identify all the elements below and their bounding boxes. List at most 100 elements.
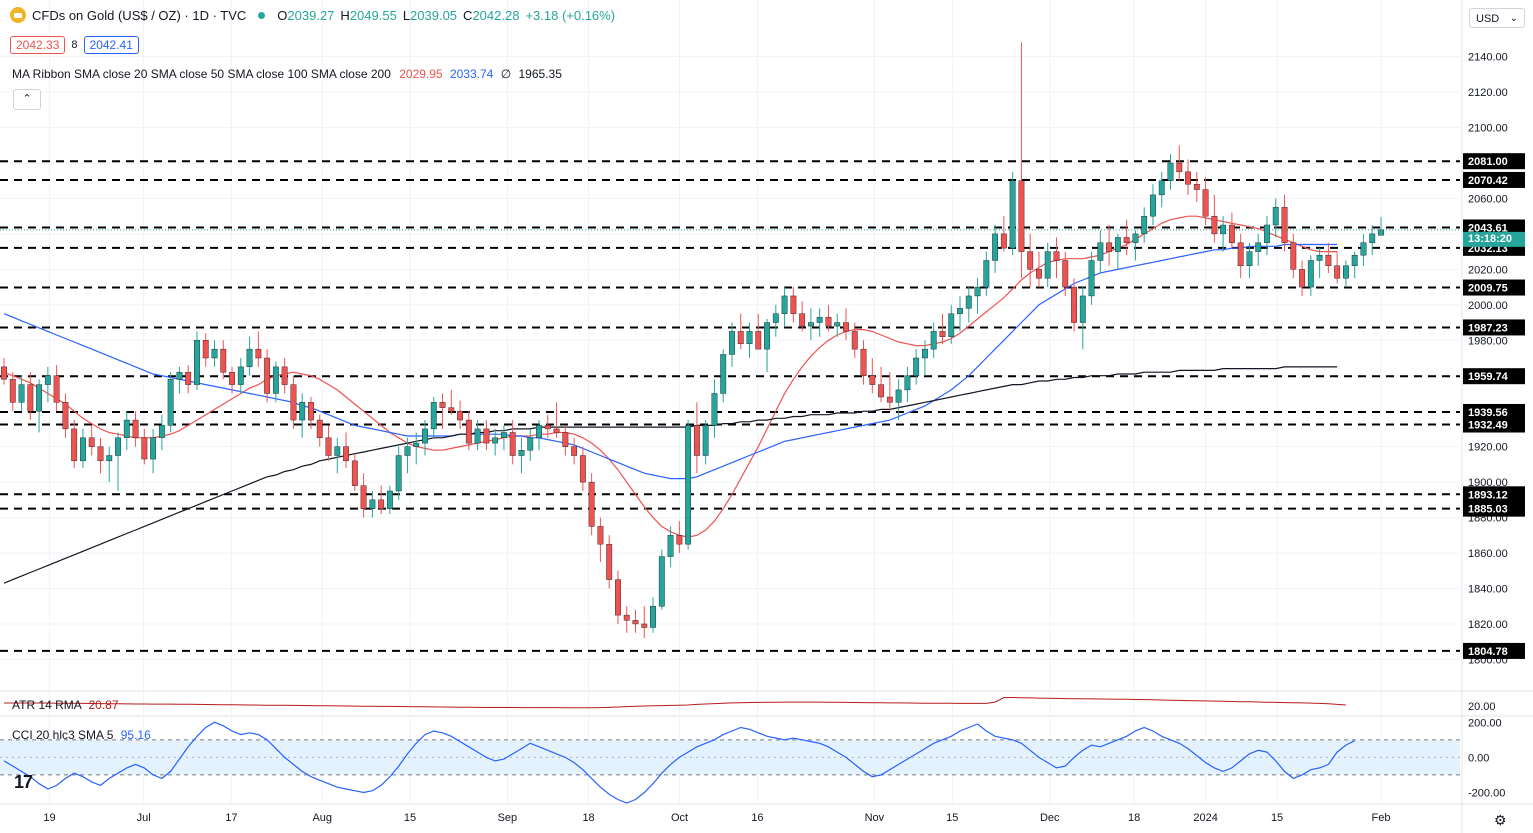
candle (562, 425, 569, 456)
candle (115, 432, 121, 491)
candle (518, 437, 525, 474)
currency-selector[interactable]: USD ⌄ (1469, 8, 1525, 28)
candle (878, 366, 884, 403)
candle (483, 420, 490, 451)
candle (281, 358, 288, 394)
indicator-axis: 20.00 200.00 0.00 -200.00 (1468, 701, 1505, 800)
candle (9, 372, 16, 412)
price-tick-label: 1820.00 (1468, 619, 1508, 631)
candle (290, 375, 297, 429)
candle (1044, 242, 1051, 288)
candle (922, 340, 928, 376)
level-badge (1463, 642, 1525, 659)
cci-tick-label: 0.00 (1468, 752, 1489, 764)
candle (237, 358, 244, 394)
candle (1071, 278, 1077, 332)
candle (27, 372, 34, 421)
cci-band (0, 739, 1460, 775)
candle (737, 313, 744, 350)
candle (308, 397, 314, 429)
candle (378, 485, 385, 515)
candle (369, 490, 376, 518)
chart-header: CFDs on Gold (US$ / OZ) · 1D · TVC O2039… (10, 7, 615, 23)
level-badge (1463, 219, 1525, 236)
candle (439, 393, 446, 429)
candle (693, 402, 700, 474)
price-axis[interactable]: 1800.001820.001840.001860.001880.001900.… (1468, 52, 1508, 667)
candle (158, 414, 165, 451)
collapse-legend-button[interactable]: ⌃ (13, 89, 41, 110)
bid-ask-panel: 2042.33 8 2042.41 (10, 36, 139, 54)
candle (1307, 255, 1314, 296)
level-badge-label: 2081.00 (1468, 156, 1508, 168)
ma-ribbon-legend[interactable]: MA Ribbon SMA close 20 SMA close 50 SMA … (12, 67, 562, 81)
sma100-value: ∅ (500, 67, 512, 81)
candle (1123, 219, 1130, 256)
candle (685, 420, 692, 550)
buy-price-button[interactable]: 2042.41 (83, 36, 139, 54)
candle (448, 389, 455, 415)
candle (62, 393, 69, 438)
candle (886, 372, 893, 412)
candle (386, 485, 393, 515)
time-tick-label: Feb (1372, 812, 1391, 824)
candle (527, 428, 534, 461)
candle (799, 301, 806, 332)
candle (123, 411, 130, 451)
candle (623, 606, 630, 633)
gear-icon[interactable]: ⚙ (1494, 812, 1507, 828)
candle (71, 420, 78, 468)
tradingview-logo-icon[interactable]: 17 (14, 772, 33, 792)
candle (1360, 233, 1367, 266)
ma-ribbon-label: MA Ribbon SMA close 20 SMA close 50 SMA … (12, 67, 391, 81)
time-tick-label: Aug (312, 812, 332, 824)
candle (97, 437, 104, 474)
ohlc-close: C2042.28 (463, 7, 520, 23)
candle (579, 446, 586, 491)
candle (1088, 251, 1095, 305)
time-tick-label: Nov (865, 812, 885, 824)
time-axis[interactable]: 19 Jul 17 Aug 15 Sep 18 Oct 16 Nov 15 Dec 18 2024 15 Fe… (43, 812, 1390, 824)
gold-logo-icon (10, 7, 26, 23)
candle (772, 304, 779, 337)
candle (176, 366, 183, 394)
symbol-title[interactable]: CFDs on Gold (US$ / OZ) · 1D · TVC (32, 7, 247, 23)
candle (1036, 251, 1042, 288)
candle (1193, 171, 1200, 202)
candle (430, 397, 437, 438)
candle (755, 313, 762, 350)
candle (211, 340, 218, 367)
candle (1000, 216, 1007, 252)
candle (492, 428, 499, 456)
candle (939, 313, 946, 344)
candle (167, 372, 174, 433)
price-tick-label: 1980.00 (1468, 335, 1508, 347)
atr-line (4, 697, 1346, 709)
chevron-up-icon: ⌃ (22, 93, 32, 105)
price-tick-label: 2020.00 (1468, 264, 1508, 276)
atr-legend[interactable]: ATR 14 RMA 20.87 (12, 698, 119, 712)
candle (194, 331, 200, 390)
sell-price-button[interactable]: 2042.33 (10, 36, 66, 54)
candle (1132, 230, 1139, 261)
candle (255, 331, 262, 367)
price-tick-label: 2120.00 (1468, 87, 1508, 99)
candle (1246, 242, 1253, 279)
candle (667, 526, 674, 568)
time-tick-label: Dec (1040, 812, 1060, 824)
ohlc-low: L2039.05 (402, 7, 458, 23)
cci-legend[interactable]: CCI 20 hlc3 SMA 5 95.16 (12, 728, 151, 742)
candle (825, 304, 832, 332)
candle (895, 379, 902, 421)
ohlc-open: O2039.27 (277, 7, 335, 23)
atr-tick-label: 20.00 (1468, 701, 1496, 713)
candle (1299, 260, 1305, 296)
candle (571, 437, 578, 465)
candle (1369, 225, 1376, 256)
candle (1079, 287, 1086, 350)
candle (544, 414, 551, 438)
candle (1281, 194, 1288, 252)
candle (913, 349, 920, 385)
